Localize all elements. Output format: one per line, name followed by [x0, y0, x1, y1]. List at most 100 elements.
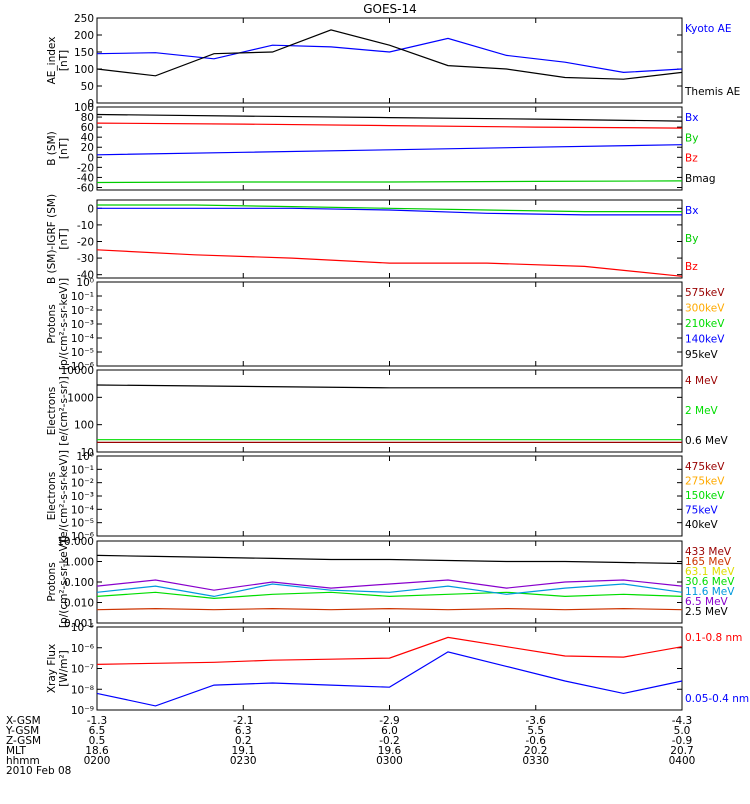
y-tick-label: -10 — [77, 220, 94, 232]
series-line — [96, 29, 683, 80]
legend-entry: 63.1 MeV — [685, 566, 735, 578]
y-tick-label: 10.000 — [57, 536, 94, 548]
y-tick-label: 0 — [87, 98, 94, 110]
legend-entry: Bmag — [685, 173, 716, 185]
legend-entry: 4 MeV — [685, 375, 719, 387]
panel-ae: 0 50 100 150 200 250 AE_index[nT] Kyoto AE Themi… — [46, 13, 740, 110]
y-axis-label-line: [p/(cm²-s-sr-keV)] — [58, 536, 70, 628]
y-tick-label: 1000 — [67, 392, 94, 404]
panel-frame — [96, 281, 683, 367]
x-tick-label: 0.2 — [235, 735, 252, 747]
y-tick-label: 10⁻⁵ — [71, 347, 94, 359]
x-axis-row-label: Z-GSM — [6, 735, 41, 747]
y-tick-label: 100 — [74, 64, 94, 76]
y-tick-label: 10⁻⁶ — [71, 643, 94, 655]
x-tick-label: 0300 — [376, 755, 403, 767]
x-tick-label: 19.6 — [378, 745, 402, 757]
y-tick-label: 10⁻³ — [71, 491, 94, 503]
y-axis-label-line: AE_index — [46, 37, 58, 85]
x-axis-row-label: hhmm — [6, 755, 40, 767]
y-axis-label: AE_index[nT] — [46, 37, 70, 85]
panel-bigrf: 0 -10 -20 -30 -40 B (SM)-IGRF (SM)[nT] Bx By Bz — [46, 194, 698, 284]
y-axis-label: Protons[p/(cm²-s-sr-keV)] — [46, 536, 70, 628]
series-line — [96, 180, 683, 184]
legend-entry: 75keV — [685, 505, 719, 517]
series-line — [96, 583, 683, 598]
y-tick-label: 100 — [74, 102, 94, 114]
x-tick-label: 0200 — [84, 755, 111, 767]
y-tick-label: 10⁻⁷ — [71, 664, 94, 676]
legend-entry: 475keV — [685, 461, 725, 473]
y-axis-label-line: Electrons — [46, 472, 58, 521]
legend-entry: 0.1-0.8 nm — [685, 632, 742, 644]
legend-entry: 140keV — [685, 334, 725, 346]
x-tick-label: -0.2 — [379, 735, 400, 747]
panel-frame — [96, 17, 683, 104]
y-tick-label: -40 — [77, 270, 94, 282]
panel-frame — [96, 540, 683, 624]
y-axis-label-line: Xray Flux — [46, 644, 58, 693]
legend-entry: 150keV — [685, 490, 725, 502]
y-tick-label: 10⁻² — [71, 305, 94, 317]
x-tick-label: -3.6 — [526, 715, 547, 727]
y-axis-label-line: [e/(cm²-s-sr-keV)] — [58, 450, 70, 542]
y-tick-label: 200 — [74, 30, 94, 42]
y-tick-label: 0 — [87, 152, 94, 164]
y-tick-label: 10⁻⁵ — [71, 518, 94, 530]
legend-entry: 165 MeV — [685, 556, 732, 568]
x-tick-label: 19.1 — [232, 745, 255, 757]
y-tick-label: 50 — [81, 81, 94, 93]
y-tick-label: 20 — [81, 142, 94, 154]
y-axis-label: Electrons[e/(cm²-s-sr)] — [46, 376, 70, 445]
y-axis-label-line: Electrons — [46, 387, 58, 436]
y-axis-label-line: [nT] — [58, 228, 70, 249]
x-tick-label: -2.1 — [233, 715, 254, 727]
plot-title: GOES-14 — [363, 2, 417, 16]
y-axis-label-line: [e/(cm²-s-sr)] — [58, 376, 70, 445]
y-axis-label-line: [nT] — [58, 50, 70, 71]
series-line — [96, 122, 683, 129]
y-axis-label: B (SM)-IGRF (SM)[nT] — [46, 194, 70, 284]
y-tick-label: 1.000 — [64, 557, 94, 569]
x-axis-row-label: MLT — [6, 745, 26, 757]
x-tick-label: 0230 — [230, 755, 257, 767]
series-line — [96, 636, 683, 665]
y-tick-label: 100 — [74, 420, 94, 432]
x-tick-label: -0.6 — [526, 735, 547, 747]
legend-entry: 575keV — [685, 287, 725, 299]
legend-entry: 300keV — [685, 303, 725, 315]
legend-entry: Bx — [685, 205, 698, 217]
series-line — [96, 113, 683, 122]
legend-entry: Bz — [685, 261, 698, 273]
y-axis-label-line: B (SM)-IGRF (SM) — [46, 194, 58, 284]
legend-entry: 6.5 MeV — [685, 596, 729, 608]
y-axis-label-line: [p/(cm²-s-sr-keV)] — [58, 278, 70, 370]
y-tick-label: -20 — [77, 162, 94, 174]
y-axis-label-line: Protons — [46, 562, 58, 601]
x-axis-row-label: X-GSM — [6, 715, 41, 727]
legend-entry: By — [685, 132, 698, 144]
y-tick-label: 0 — [87, 203, 94, 215]
y-tick-label: 10⁻³ — [71, 319, 94, 331]
legend-entry: 0.05-0.4 nm — [685, 693, 749, 705]
y-tick-label: -40 — [77, 172, 94, 184]
x-tick-label: 5.0 — [674, 725, 691, 737]
legend-entry: By — [685, 233, 698, 245]
y-axis-label: B (SM)[nT] — [46, 131, 70, 165]
y-tick-label: 10⁻⁹ — [71, 705, 94, 717]
y-axis-label: Xray Flux[W/m²] — [46, 644, 70, 693]
x-tick-label: -0.9 — [672, 735, 693, 747]
legend-entry: 2 MeV — [685, 405, 719, 417]
y-axis-label-line: [nT] — [58, 138, 70, 159]
series-line — [96, 651, 683, 707]
y-tick-label: 10⁰ — [76, 277, 94, 289]
y-tick-label: 150 — [74, 47, 94, 59]
y-tick-label: 10⁻¹ — [71, 291, 94, 303]
y-tick-label: 10 — [81, 447, 94, 459]
x-tick-label: 0330 — [522, 755, 549, 767]
x-axis-row-label: Y-GSM — [5, 725, 39, 737]
